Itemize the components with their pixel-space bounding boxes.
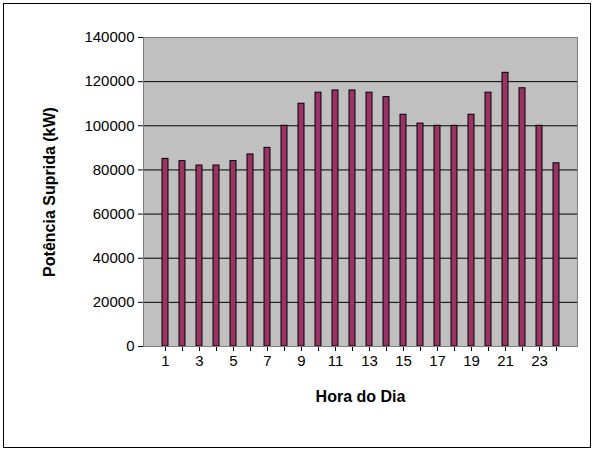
svg-text:100000: 100000: [84, 117, 134, 134]
svg-text:140000: 140000: [84, 28, 134, 45]
svg-text:3: 3: [195, 352, 203, 369]
svg-text:17: 17: [429, 352, 446, 369]
svg-text:7: 7: [263, 352, 271, 369]
svg-text:11: 11: [328, 352, 344, 369]
svg-text:19: 19: [463, 352, 480, 369]
svg-text:13: 13: [361, 352, 378, 369]
svg-text:80000: 80000: [93, 161, 135, 178]
svg-text:15: 15: [395, 352, 412, 369]
svg-text:40000: 40000: [93, 249, 135, 266]
svg-text:20000: 20000: [93, 293, 135, 310]
svg-text:23: 23: [531, 352, 548, 369]
svg-text:60000: 60000: [93, 205, 135, 222]
svg-text:9: 9: [297, 352, 305, 369]
svg-text:5: 5: [229, 352, 237, 369]
svg-text:Potência Suprida (kW): Potência Suprida (kW): [41, 107, 58, 277]
svg-text:21: 21: [497, 352, 514, 369]
svg-text:Hora do Dia: Hora do Dia: [316, 388, 406, 405]
svg-text:1: 1: [161, 352, 169, 369]
svg-text:120000: 120000: [84, 72, 134, 89]
svg-text:0: 0: [126, 337, 134, 354]
